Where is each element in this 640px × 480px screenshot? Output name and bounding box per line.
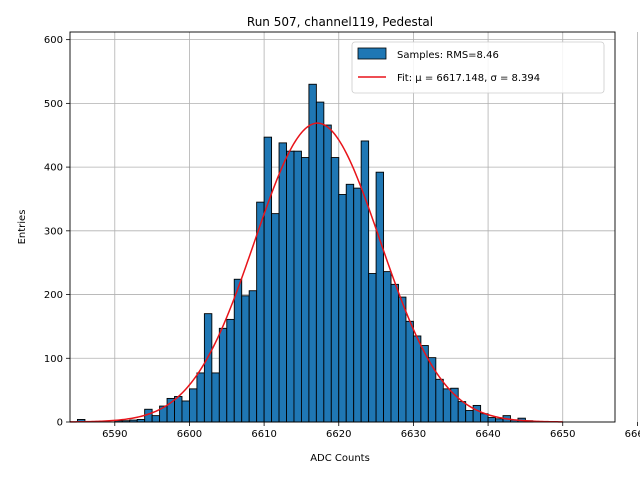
y-tick-label: 500 (44, 99, 63, 110)
x-tick-label: 6590 (102, 429, 127, 440)
histogram-bar (398, 296, 407, 423)
x-tick-label: 6620 (326, 429, 351, 440)
histogram-bar (181, 400, 190, 423)
histogram-bar (495, 418, 504, 423)
histogram-bar (256, 201, 265, 423)
legend-box (351, 41, 605, 94)
histogram-bar (442, 388, 452, 423)
histogram-bar (465, 410, 474, 423)
histogram-bar (271, 213, 280, 423)
histogram-bar (330, 157, 340, 423)
x-axis-ticks: 6590 6600 6610 6620 6630 6640 6650 6660 (102, 422, 640, 440)
histogram-bar (233, 278, 243, 423)
histogram-bar (196, 372, 205, 423)
histogram-bar (203, 313, 213, 423)
y-tick-label: 200 (44, 290, 63, 301)
x-tick-label: 6640 (475, 429, 500, 440)
histogram-bar (472, 404, 482, 423)
histogram-bar (487, 417, 496, 423)
histogram-bar (189, 388, 198, 423)
legend-histogram-swatch (357, 47, 387, 60)
histogram-bar (218, 327, 228, 423)
histogram-bar (368, 273, 377, 423)
histogram-bar (390, 283, 399, 423)
x-tick-label: 6650 (550, 429, 575, 440)
legend-histogram-label: Samples: RMS=8.46 (397, 50, 499, 61)
histogram-bar (241, 295, 250, 423)
y-axis-label: Entries (17, 210, 28, 245)
histogram-bar (248, 290, 258, 423)
histogram-bar (300, 157, 310, 423)
histogram-bar (323, 124, 332, 423)
gaussian-fit-curve (69, 122, 563, 423)
legend: Samples: RMS=8.46 Fit: μ = 6617.148, σ =… (351, 41, 605, 94)
histogram-bar (151, 415, 161, 423)
histogram-bar (435, 378, 444, 423)
histogram-bar (338, 194, 347, 423)
histogram-bar (450, 387, 459, 423)
histogram-bar (457, 401, 467, 423)
histogram-bar (315, 101, 325, 423)
histogram-bar (293, 150, 302, 423)
x-tick-label: 6660 (625, 429, 640, 440)
y-axis-ticks: 0 100 200 300 400 500 600 (44, 35, 70, 429)
histogram-bar (211, 372, 220, 423)
x-tick-label: 6610 (251, 429, 276, 440)
histogram-bar (263, 136, 273, 423)
histogram-bar (383, 271, 392, 423)
histogram-bar (345, 183, 355, 423)
histogram-bar (226, 318, 235, 423)
histogram-bar (412, 335, 422, 423)
plot-frame (69, 31, 616, 423)
histogram-bar (174, 396, 183, 423)
histogram-bar (360, 140, 370, 423)
histogram-bar (353, 187, 362, 423)
y-tick-label: 0 (57, 418, 63, 429)
histogram-bar (308, 83, 317, 423)
chart-title: Run 507, channel119, Pedestal (247, 15, 433, 29)
x-axis-label: ADC Counts (310, 453, 370, 464)
x-tick-label: 6600 (177, 429, 202, 440)
x-tick-label: 6630 (401, 429, 426, 440)
fit-curve-layer (69, 122, 563, 423)
histogram-bar (375, 171, 385, 423)
legend-fit-label: Fit: μ = 6617.148, σ = 8.394 (397, 73, 540, 84)
y-tick-label: 300 (44, 226, 63, 237)
histogram-bar (278, 142, 287, 423)
histogram-bar (286, 150, 295, 423)
y-tick-label: 400 (44, 163, 63, 174)
histogram-bar (405, 320, 414, 423)
y-tick-label: 600 (44, 35, 63, 46)
y-tick-label: 100 (44, 354, 63, 365)
